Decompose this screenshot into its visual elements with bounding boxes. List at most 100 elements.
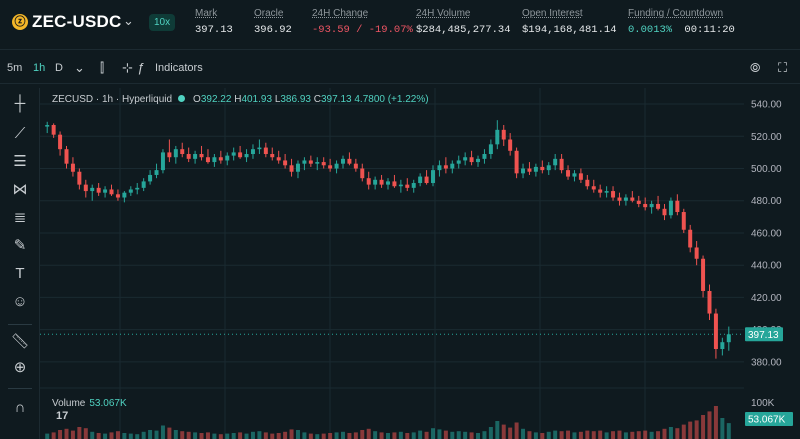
- volume-bar: [476, 433, 481, 439]
- volume-bar: [431, 428, 436, 439]
- crosshair-icon[interactable]: ┼: [14, 95, 26, 112]
- volume-bar: [160, 425, 165, 439]
- ruler-icon[interactable]: 📏︎: [10, 333, 30, 350]
- price-tick-label: 500.00: [751, 164, 782, 175]
- candle-body: [713, 313, 718, 349]
- candle-body: [566, 170, 571, 177]
- timeframe-1h[interactable]: 1h: [33, 62, 46, 74]
- parallel-channel-icon[interactable]: ☰: [13, 153, 27, 170]
- stat-label[interactable]: 24H Volume: [416, 8, 471, 19]
- volume-bar: [263, 432, 268, 439]
- candle-body: [96, 187, 101, 193]
- candle-body: [456, 160, 461, 164]
- candle-style-icon[interactable]: ⫿: [100, 60, 105, 75]
- volume-bar: [180, 431, 185, 439]
- stat-label[interactable]: Oracle: [254, 8, 284, 19]
- volume-bar: [205, 432, 210, 439]
- candle-body: [424, 176, 429, 184]
- volume-bar: [193, 432, 198, 439]
- chevron-down-icon[interactable]: ⌄: [74, 60, 85, 75]
- candlesticks: [45, 120, 731, 359]
- volume-bar: [553, 430, 558, 439]
- price-tick-label: 460.00: [751, 228, 782, 239]
- volume-bar: [315, 434, 320, 439]
- funding-countdown: 00:11:20: [684, 24, 735, 36]
- text-tool-icon[interactable]: T: [15, 265, 25, 282]
- volume-bar: [405, 433, 410, 439]
- pitchfork-icon[interactable]: ⋈: [12, 181, 28, 198]
- volume-bar: [450, 431, 455, 439]
- candle-body: [488, 144, 493, 155]
- candle-body: [398, 184, 403, 187]
- chart-grid: [40, 88, 744, 439]
- stat-label[interactable]: Funding / Countdown: [628, 8, 724, 19]
- candle-body: [540, 166, 545, 171]
- candle-body: [572, 173, 577, 177]
- open-value: 392.22: [200, 94, 232, 105]
- candle-body: [51, 125, 56, 135]
- volume-bar: [566, 430, 571, 439]
- candle-body: [295, 163, 300, 172]
- indicators-fx-icon[interactable]: ƒ: [137, 60, 145, 75]
- volume-bar: [656, 431, 661, 439]
- emoji-icon[interactable]: ☺: [12, 293, 28, 310]
- volume-bar: [437, 429, 442, 439]
- price-axis[interactable]: 540.00 520.00 500.00 480.00 460.00 440.00 420.…: [745, 100, 793, 426]
- volume-bar: [611, 431, 616, 439]
- candle-body: [263, 147, 268, 155]
- brush-icon[interactable]: ✎: [13, 237, 27, 254]
- candle-body: [45, 125, 50, 127]
- magnet-icon[interactable]: ∩: [14, 399, 26, 416]
- volume-bar: [328, 433, 333, 439]
- candle-body: [623, 197, 628, 201]
- stat-value: 396.92: [254, 24, 292, 36]
- trend-line-icon[interactable]: ⟋: [14, 125, 26, 142]
- price-tick-label: 540.00: [751, 100, 782, 111]
- price-tick-label: 420.00: [751, 293, 782, 304]
- leverage-badge[interactable]: 10x: [149, 14, 176, 31]
- volume-bar: [418, 430, 423, 439]
- stat-mark: Mark 397.13: [195, 8, 233, 36]
- zoom-in-icon[interactable]: ⊕: [13, 359, 27, 376]
- fib-retracement-icon[interactable]: ≣: [13, 209, 27, 226]
- volume-label[interactable]: Volume: [52, 398, 86, 409]
- candle-body: [431, 170, 436, 184]
- ohlc-legend: ZECUSD · 1h · Hyperliquid O392.22 H401.93…: [52, 94, 429, 105]
- timeframe-d[interactable]: D: [55, 62, 63, 74]
- fullscreen-icon[interactable]: ⛶: [778, 60, 788, 75]
- candle-body: [662, 208, 667, 216]
- candle-body: [379, 179, 384, 185]
- volume-bar: [83, 428, 88, 439]
- symbol-label[interactable]: ZECUSD · 1h · Hyperliquid: [52, 94, 173, 105]
- candle-body: [476, 158, 481, 163]
- close-value: 397.13: [320, 94, 352, 105]
- volume-bar: [578, 431, 583, 439]
- volume-bar: [250, 431, 255, 439]
- candle-body: [701, 258, 706, 291]
- stat-label[interactable]: 24H Change: [312, 8, 369, 19]
- candle-body: [508, 139, 513, 151]
- volume-bar: [276, 433, 281, 439]
- stat-label[interactable]: Open Interest: [522, 8, 583, 19]
- candle-body: [366, 178, 371, 185]
- volume-legend: Volume 53.067K: [52, 398, 127, 409]
- candle-body: [115, 194, 120, 198]
- stat-label[interactable]: Mark: [195, 8, 218, 19]
- volume-bar: [231, 433, 236, 439]
- candle-body: [186, 154, 191, 159]
- pair-selector-label[interactable]: ZEC-USDC: [32, 12, 122, 31]
- compare-add-icon[interactable]: ⊹: [122, 60, 133, 75]
- screenshot-icon[interactable]: ⦾: [750, 60, 761, 75]
- tradingview-logo-icon[interactable]: 17: [56, 410, 69, 422]
- candle-body: [167, 152, 172, 158]
- volume-bar: [347, 433, 352, 439]
- divider: [8, 324, 32, 325]
- volume-bar: [726, 423, 731, 439]
- chevron-down-icon[interactable]: ⌄: [123, 13, 134, 28]
- price-chart[interactable]: 540.00 520.00 500.00 480.00 460.00 440.00 420.…: [40, 88, 800, 439]
- candle-body: [77, 171, 82, 185]
- timeframe-5m[interactable]: 5m: [7, 62, 23, 74]
- candle-body: [495, 129, 500, 145]
- stat-value: 397.13: [195, 24, 233, 36]
- indicators-button[interactable]: Indicators: [155, 62, 203, 74]
